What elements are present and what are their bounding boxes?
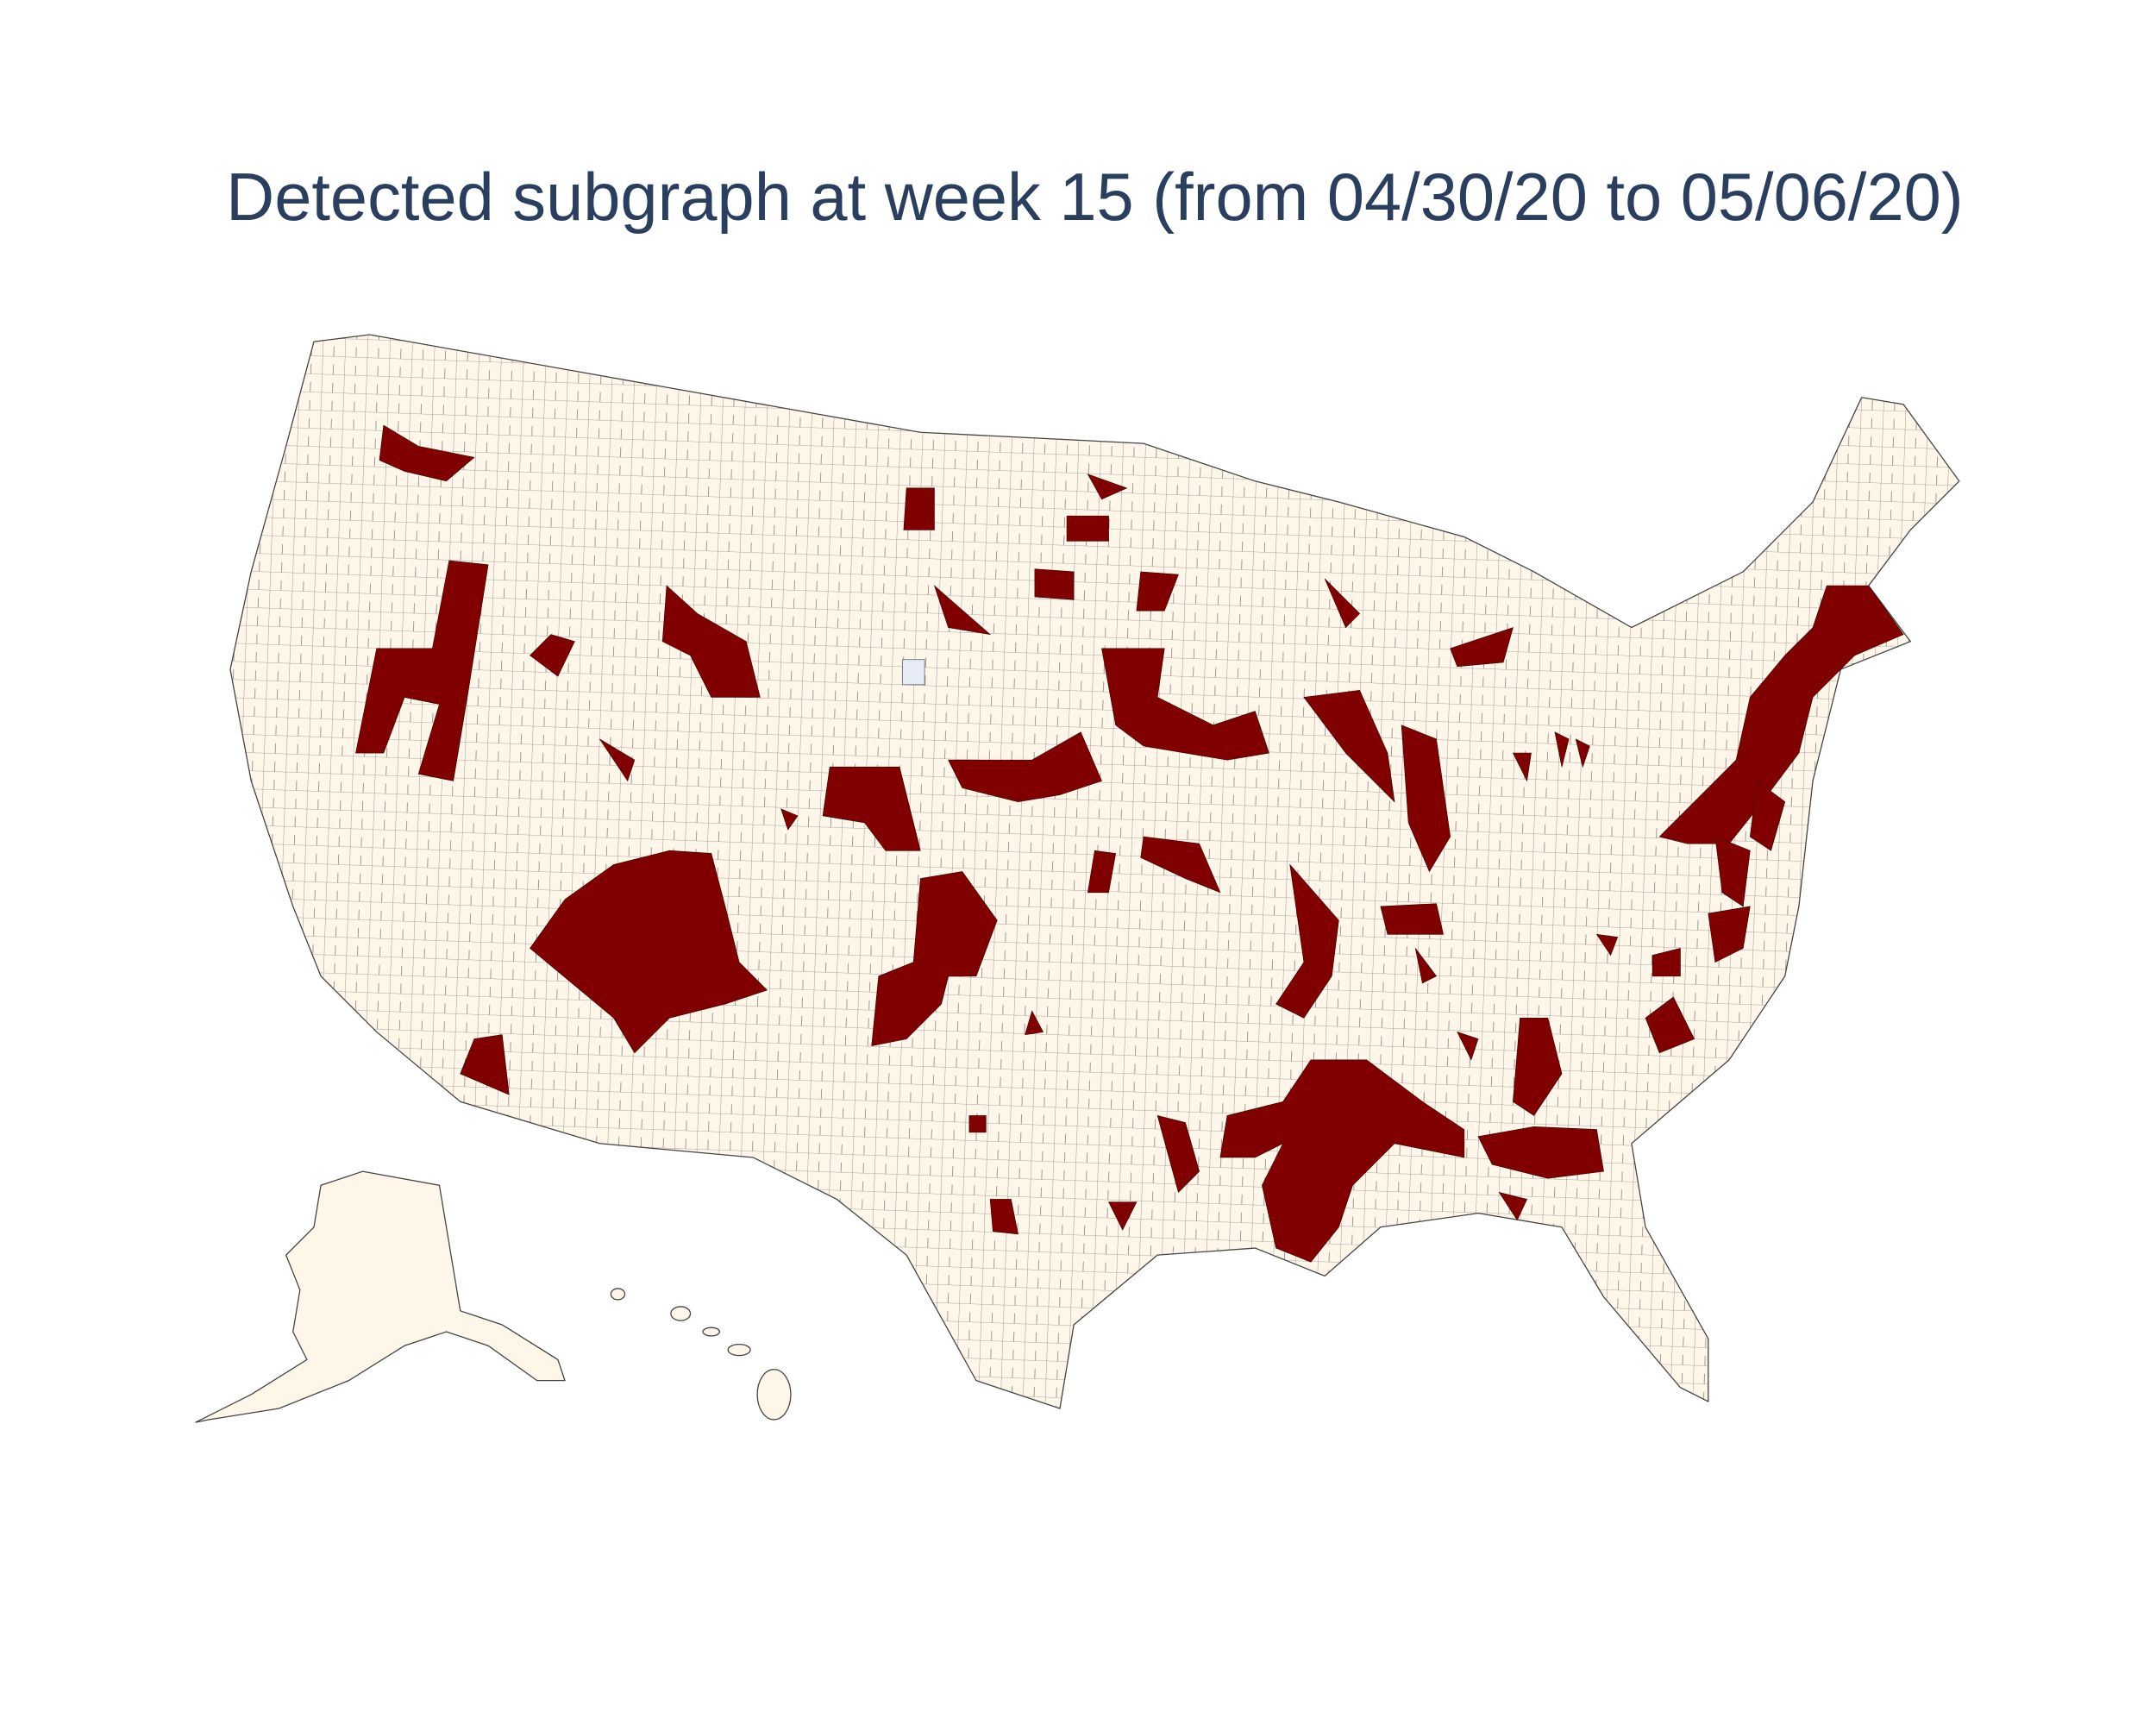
- island: [702, 1327, 721, 1337]
- region: [530, 850, 768, 1054]
- region: [1275, 863, 1445, 1019]
- map-title: Detected subgraph at week 15 (from 04/30…: [226, 160, 1963, 235]
- region: [1303, 689, 1451, 873]
- island: [756, 1369, 792, 1421]
- island: [727, 1343, 751, 1357]
- island: [670, 1306, 692, 1321]
- hawaii: [610, 1288, 792, 1421]
- region: [1101, 648, 1269, 761]
- alaska-outline: [195, 1170, 566, 1423]
- region: [1658, 585, 1904, 844]
- region: [1219, 1059, 1465, 1263]
- region: [599, 731, 1590, 1235]
- region: [1087, 836, 1221, 894]
- missing-county: [901, 659, 925, 686]
- region: [379, 424, 475, 482]
- region: [903, 474, 1179, 636]
- region: [355, 560, 489, 781]
- alaska: [195, 1170, 566, 1423]
- region: [1324, 578, 1514, 668]
- detected-counties: [355, 424, 1904, 1263]
- island: [610, 1288, 626, 1301]
- region: [1714, 780, 1786, 907]
- region: [871, 871, 998, 1047]
- region: [530, 634, 575, 677]
- region: [1477, 1126, 1604, 1221]
- region: [822, 766, 921, 851]
- region: [1457, 1017, 1563, 1116]
- region: [1156, 1115, 1200, 1193]
- region: [1595, 906, 1751, 1054]
- region: [460, 1034, 510, 1095]
- region: [948, 731, 1102, 802]
- region: [661, 585, 761, 698]
